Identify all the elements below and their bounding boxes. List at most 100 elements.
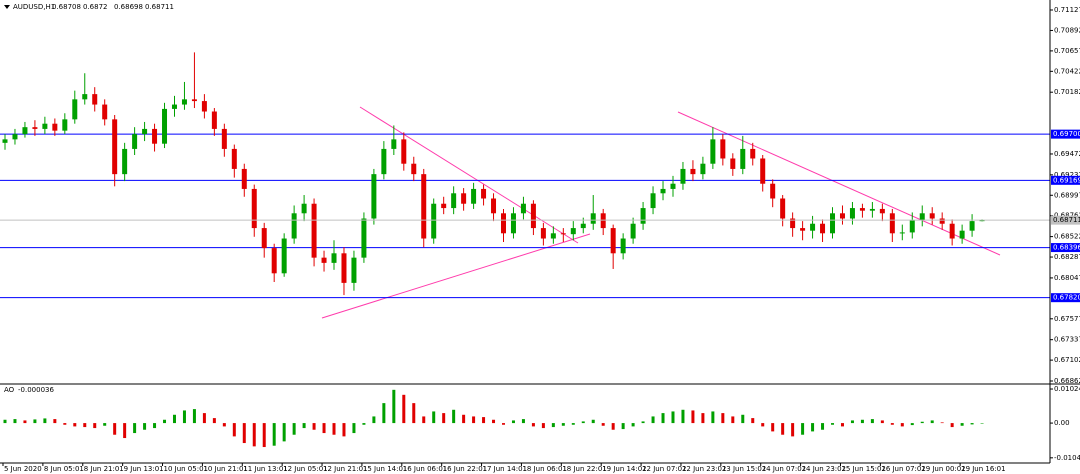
indicator-bar: [422, 416, 426, 424]
indicator-bar: [63, 423, 67, 425]
indicator-bar: [342, 423, 346, 437]
indicator-bar: [850, 420, 854, 424]
candle-body: [261, 228, 267, 249]
candle-body: [790, 218, 796, 229]
price-level-tag: [1051, 243, 1080, 253]
price-level-label: 0.69700: [1053, 130, 1080, 138]
y-tick-label: 0.70422: [1054, 67, 1080, 75]
candle-body: [122, 148, 128, 175]
x-tick-label: 10 Jun 05:01: [164, 465, 208, 473]
indicator-bar: [43, 418, 47, 424]
indicator-bar: [831, 423, 835, 425]
indicator-bar: [611, 423, 615, 430]
indicator-bar: [980, 423, 984, 424]
candle-body: [22, 127, 28, 135]
candle-body: [869, 208, 875, 211]
candle-body: [670, 183, 676, 189]
candle-body: [959, 230, 965, 239]
candle-body: [451, 193, 457, 209]
indicator-bar: [731, 416, 735, 424]
indicator-bar: [880, 420, 884, 424]
current-price-label: 0.68711: [1053, 216, 1080, 224]
candle-body: [181, 99, 187, 105]
price-level-tag: [1051, 129, 1080, 139]
indicator-bar: [531, 423, 535, 427]
candle-body: [859, 208, 865, 211]
x-tick-label: 24 Jun 23:01: [802, 465, 846, 473]
indicator-bar: [123, 423, 127, 439]
indicator-bar: [292, 423, 296, 435]
indicator-bar: [302, 423, 306, 429]
candle-body: [381, 148, 387, 175]
indicator-bar: [153, 423, 157, 429]
indicator-bar: [53, 419, 57, 424]
indicator-bar: [192, 409, 196, 424]
candle-body: [600, 213, 606, 229]
candle-body: [640, 208, 646, 224]
x-tick-label: 23 Jun 15:01: [722, 465, 766, 473]
y-tick-label: 0.67577: [1054, 315, 1080, 323]
indicator-bar: [791, 423, 795, 437]
indicator-bar: [262, 423, 266, 448]
indicator-bar: [860, 419, 864, 424]
candle-body: [919, 213, 925, 221]
x-tick-label: 24 Jun 07:01: [762, 465, 806, 473]
last-open: 0.68708: [52, 3, 81, 11]
y-tick-label: 0.70892: [1054, 26, 1080, 34]
candle-body: [251, 188, 257, 229]
candle-body: [770, 183, 776, 199]
last-close: 0.68711: [145, 3, 174, 11]
last-low: 0.68698: [114, 3, 143, 11]
candle-body: [491, 198, 497, 214]
candle-body: [401, 139, 407, 164]
indicator-bar: [382, 403, 386, 424]
indicator-bar: [671, 411, 675, 424]
candle-body: [510, 213, 516, 234]
indicator-bar: [541, 423, 545, 429]
candle-body: [62, 119, 68, 131]
candle-body: [909, 220, 915, 233]
indicator-bar: [801, 423, 805, 435]
candle-body: [810, 223, 816, 231]
candle-body: [879, 208, 885, 214]
indicator-bar: [910, 423, 914, 426]
indicator-bar: [970, 423, 974, 425]
candle-body: [471, 188, 477, 204]
candle-body: [152, 128, 158, 144]
indicator-bar: [940, 422, 944, 424]
candle-body: [441, 203, 447, 209]
candle-body: [171, 104, 177, 109]
candle-body: [82, 94, 88, 100]
candle-body: [501, 213, 506, 234]
indicator-bar: [282, 423, 286, 442]
candle-body: [690, 168, 696, 175]
indicator-bar: [870, 419, 874, 424]
indicator-bar: [502, 423, 505, 425]
candle-body: [421, 174, 427, 239]
candle-body: [700, 163, 706, 175]
symbol: AUDUSD,H1: [13, 3, 55, 11]
candle-body: [969, 221, 975, 231]
candle-body: [540, 228, 546, 239]
y-tick-label: 0.71127: [1054, 6, 1080, 14]
indicator-bar: [651, 416, 655, 424]
y-tick-label: 0.66862: [1054, 377, 1080, 385]
y-tick-label: 0.70182: [1054, 88, 1080, 96]
candle-body: [570, 228, 576, 235]
x-tick-label: 29 Jun 00:01: [921, 465, 965, 473]
indicator-bar: [13, 419, 17, 424]
indicator-bar: [721, 413, 725, 424]
indicator-bar: [821, 423, 825, 430]
x-tick-label: 18 Jun 06:01: [522, 465, 566, 473]
candle-body: [630, 223, 636, 239]
indicator-bar: [591, 419, 595, 424]
candle-body: [132, 134, 138, 149]
indicator-bar: [3, 419, 7, 424]
candle-body: [820, 223, 826, 234]
candle-body: [112, 119, 118, 175]
indicator-bar: [521, 419, 525, 424]
candle-body: [221, 128, 227, 149]
y-tick-label: 0.68522: [1054, 233, 1080, 241]
